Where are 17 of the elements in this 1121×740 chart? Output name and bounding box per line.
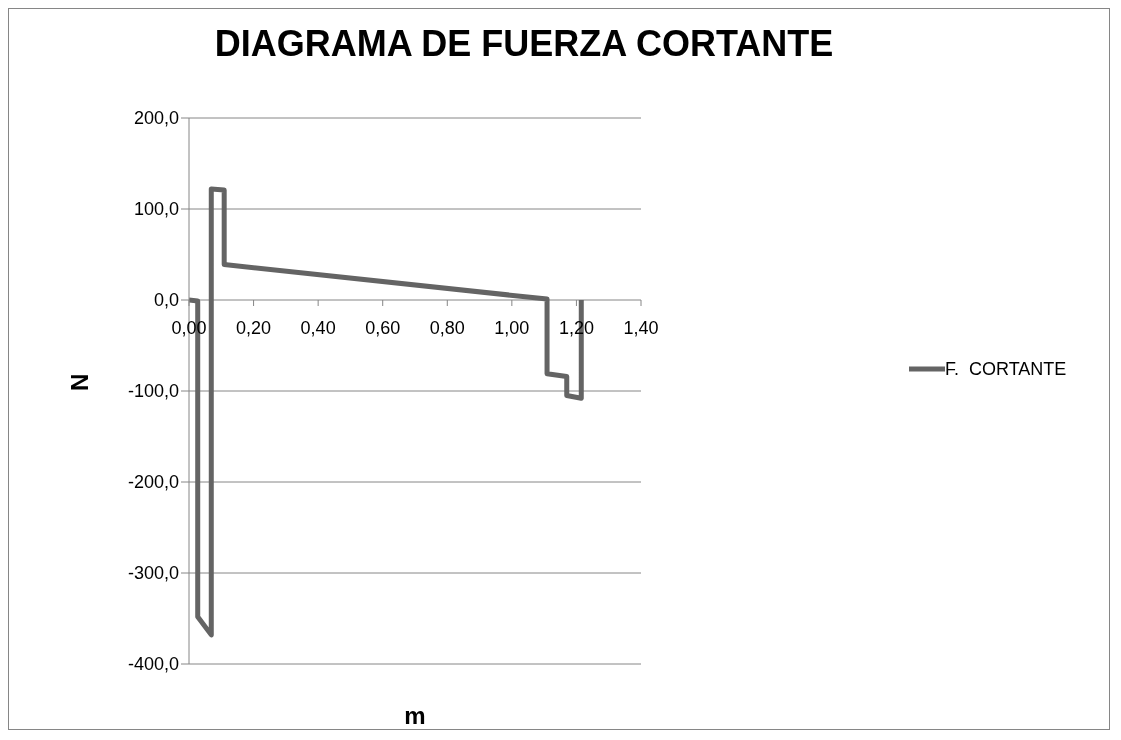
y-axis-title: N [65,373,93,391]
x-tick-label: 1,00 [494,318,530,338]
x-axis-title: m [404,702,426,729]
x-tick-label: 0,80 [429,318,465,338]
x-tick-label: 0,40 [300,318,336,338]
legend-label: F. CORTANTE [945,358,1067,380]
y-tick-label: 0,0 [153,290,179,311]
x-tick-label: 1,40 [623,318,659,338]
y-tick-label: -100,0 [127,381,179,402]
y-tick-label: -300,0 [127,563,179,584]
y-tick-label: -200,0 [127,472,179,493]
x-tick-label: 0,20 [236,318,272,338]
x-tick-label: 0,60 [365,318,401,338]
y-tick-label: 200,0 [133,108,179,129]
y-tick-label: -400,0 [127,654,179,675]
y-tick-label: 100,0 [133,199,179,220]
chart-title: DIAGRAMA DE FUERZA CORTANTE [213,23,835,65]
